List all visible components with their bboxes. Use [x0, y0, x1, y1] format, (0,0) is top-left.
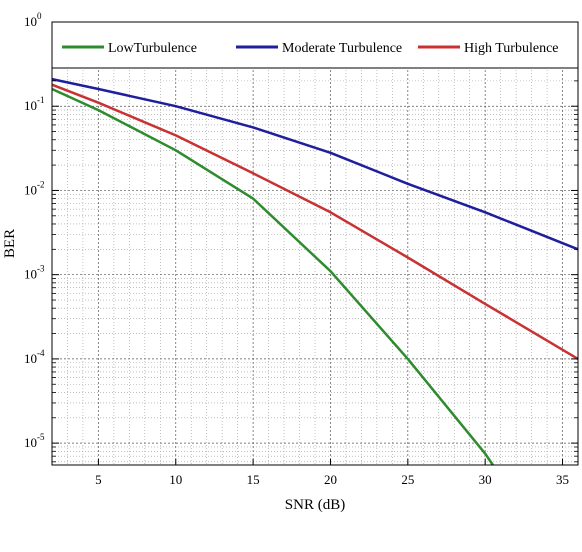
y-tick-label: 10-4 [24, 348, 45, 366]
series-line-3 [51, 83, 579, 360]
x-tick-label: 30 [479, 472, 492, 487]
y-tick-label-exponent: -5 [37, 432, 45, 442]
y-tick-label-base: 10 [24, 351, 37, 366]
y-tick-label: 10-1 [24, 95, 45, 113]
y-tick-label-exponent: -3 [37, 264, 45, 274]
y-tick-label-exponent: 0 [37, 11, 42, 21]
series-line-2 [51, 77, 579, 251]
legend-box [51, 21, 579, 69]
y-tick-label: 100 [24, 11, 42, 29]
y-tick-label-exponent: -4 [37, 348, 45, 358]
plot-area [51, 21, 579, 466]
y-tick-label-base: 10 [24, 98, 37, 113]
x-tick-label: 35 [556, 472, 569, 487]
y-tick-label-base: 10 [24, 14, 37, 29]
y-tick-label-base: 10 [24, 435, 37, 450]
y-tick-label-base: 10 [24, 182, 37, 197]
y-tick-label-exponent: -1 [37, 95, 45, 105]
x-tick-label: 25 [401, 472, 414, 487]
x-tick-label: 15 [247, 472, 260, 487]
x-tick-labels: 5 10 15 20 25 30 35 [95, 472, 569, 487]
series-line-1 [51, 87, 494, 466]
y-tick-label-exponent: -2 [37, 179, 45, 189]
x-tick-label: 5 [95, 472, 102, 487]
legend-label-3: High Turbulence [464, 41, 559, 56]
x-axis-title: SNR (dB) [285, 497, 345, 513]
legend-label-2: Moderate Turbulence [282, 41, 402, 56]
y-tick-label: 10-5 [24, 432, 45, 450]
x-tick-label: 10 [169, 472, 182, 487]
legend: LowTurbulence Moderate Turbulence High Tur… [51, 21, 579, 69]
legend-label-1: LowTurbulence [108, 41, 197, 56]
y-tick-label-base: 10 [24, 267, 37, 282]
x-tick-label: 20 [324, 472, 337, 487]
series-layer [51, 77, 579, 466]
y-tick-label: 10-2 [24, 179, 45, 197]
y-tick-label: 10-3 [24, 264, 45, 282]
y-axis-title: BER [2, 229, 18, 258]
